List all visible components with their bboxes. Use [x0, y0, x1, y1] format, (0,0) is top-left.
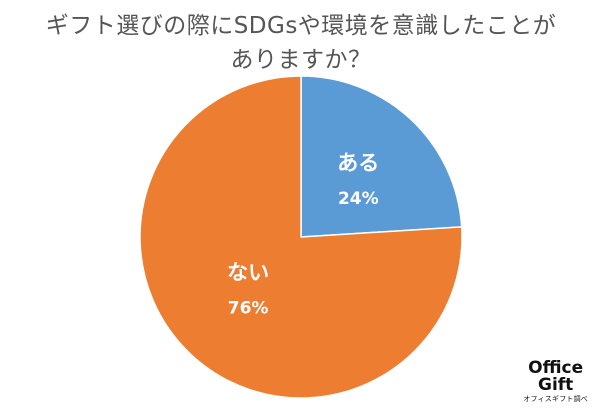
chart-title-line-1: ギフト選びの際にSDGsや環境を意識したことが	[45, 13, 557, 39]
chart-title-line-2: ありますか？	[230, 47, 372, 73]
office-gift-logo: Office Gift オフィスギフト調べ	[523, 360, 588, 404]
pie-slice-aru	[300, 75, 463, 238]
slice-value-label: 24%	[338, 189, 379, 209]
slice-category-label: ある	[337, 151, 379, 175]
slice-value-label: 76%	[228, 298, 269, 318]
slice-category-label: ない	[227, 260, 269, 284]
logo-line-1: Office	[528, 358, 584, 378]
pie-slice-nai	[139, 75, 463, 399]
logo-caption: オフィスギフト調べ	[523, 395, 588, 403]
logo-line-2: Gift	[538, 375, 574, 395]
